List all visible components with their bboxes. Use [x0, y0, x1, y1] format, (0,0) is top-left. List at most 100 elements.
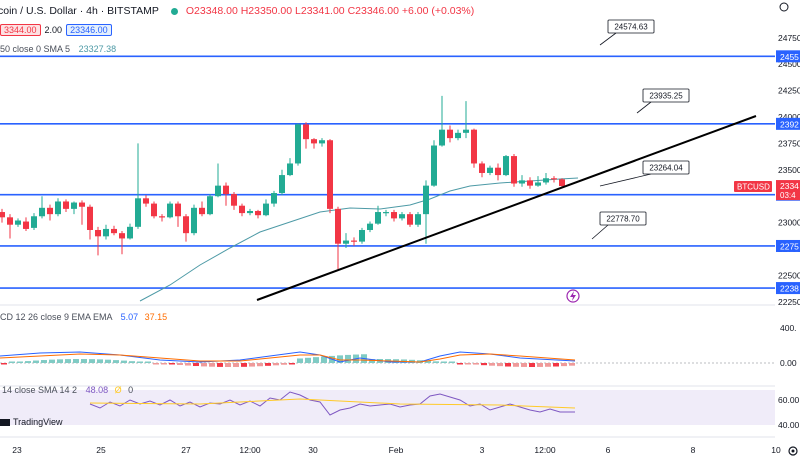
candle-body — [559, 179, 565, 187]
ohlc-values: O23348.00 H23350.00 L23341.00 C23346.00 … — [185, 5, 475, 17]
sell-button[interactable]: 3344.00 — [0, 24, 41, 36]
candle-body — [55, 201, 61, 215]
gear-icon[interactable] — [788, 446, 798, 456]
macd-histogram-bar — [345, 354, 351, 363]
candle-body — [455, 132, 461, 139]
sma-label: 50 close 0 SMA 5 — [0, 44, 71, 54]
candle-body — [223, 185, 229, 195]
candle-body — [535, 182, 541, 186]
scale-icon[interactable] — [779, 2, 789, 12]
level-label-box — [642, 88, 690, 103]
macd-histogram-bar — [233, 363, 239, 367]
candle-body — [111, 228, 117, 234]
trend-line — [256, 115, 757, 301]
macd-histogram-bar — [433, 361, 439, 363]
price-axis-label: 24750 — [778, 33, 800, 43]
candle-body — [263, 203, 269, 216]
macd-histogram-bar — [169, 363, 175, 365]
candle-body — [231, 194, 237, 206]
level-label-text: 23935.25 — [649, 92, 683, 101]
market-status-icon — [170, 7, 178, 15]
time-axis-label: 6 — [606, 445, 611, 455]
sma-line — [139, 177, 579, 302]
candle-body — [167, 203, 173, 218]
macd-histogram-bar — [457, 363, 463, 365]
macd-histogram-bar — [481, 363, 487, 366]
macd-histogram-bar — [25, 361, 31, 363]
macd-histogram-bar — [33, 360, 39, 363]
time-axis-label: 12:00 — [239, 445, 261, 455]
bar-countdown-text: 03:4 — [780, 191, 796, 200]
macd-histogram-bar — [465, 363, 471, 365]
candle-body — [359, 229, 365, 242]
lightning-icon[interactable] — [566, 289, 580, 303]
macd-histogram-bar — [289, 363, 295, 365]
candle-body — [439, 129, 445, 146]
candle-body — [159, 216, 165, 218]
candle-body — [311, 139, 317, 144]
macd-histogram-bar — [217, 363, 223, 367]
candle-body — [471, 129, 477, 164]
level-axis-tag-text: 2392 — [780, 119, 799, 129]
level-label-text: 22778.70 — [606, 215, 640, 224]
macd-histogram-bar — [513, 363, 519, 367]
time-axis-label: 8 — [691, 445, 696, 455]
macd-histogram-bar — [1, 363, 7, 365]
macd-histogram-bar — [281, 363, 287, 365]
tradingview-logo[interactable]: TradingView — [0, 417, 63, 427]
candle-body — [351, 240, 357, 242]
candle-body — [447, 129, 453, 139]
macd-value-1: 5.07 — [120, 312, 139, 322]
candle-body — [319, 140, 325, 144]
macd-histogram-bar — [41, 360, 47, 363]
candle-body — [271, 193, 277, 204]
macd-histogram-bar — [9, 361, 15, 363]
buy-button[interactable]: 23346.00 — [66, 24, 112, 36]
time-axis-label: 23 — [12, 445, 22, 455]
current-price-symbol-tag — [734, 181, 772, 193]
rsi-line — [89, 391, 575, 416]
sma-indicator-label[interactable]: 50 close 0 SMA 5 23327.38 — [0, 44, 116, 54]
macd-histogram-bar — [273, 363, 279, 366]
macd-axis-label: 0.00 — [780, 358, 797, 368]
level-leader-line — [636, 101, 652, 114]
candle-body — [543, 178, 549, 183]
candle-body — [239, 205, 245, 214]
candle-body — [463, 129, 469, 133]
candle-body — [31, 216, 37, 228]
candle-body — [207, 196, 213, 215]
candle-body — [551, 178, 557, 180]
candle-body — [399, 214, 405, 219]
candle-body — [247, 210, 253, 214]
candle-body — [327, 140, 333, 209]
rsi-indicator-label[interactable]: 14 close SMA 14 2 48.08 Ø 0 — [2, 385, 133, 395]
macd-histogram-bar — [473, 363, 479, 365]
candle-body — [391, 212, 397, 219]
candle-body — [295, 124, 301, 164]
level-leader-line — [591, 224, 609, 240]
candle-body — [199, 207, 205, 215]
candle-body — [503, 156, 509, 176]
price-axis-label: 23000 — [778, 218, 800, 228]
brand-name: TradingView — [13, 417, 63, 427]
macd-histogram-bar — [225, 363, 231, 367]
level-leader-line — [599, 32, 617, 46]
macd-histogram-bar — [129, 361, 135, 363]
symbol-header: coin / U.S. Dollar · 4h · BITSTAMP O2334… — [0, 0, 474, 22]
price-axis-label: 24500 — [778, 59, 800, 69]
macd-histogram-bar — [185, 363, 191, 366]
macd-histogram-bar — [553, 363, 559, 367]
level-label-text: 23264.04 — [649, 164, 683, 173]
macd-histogram-bar — [441, 361, 447, 363]
macd-indicator-label[interactable]: CD 12 26 close 9 EMA EMA 5.07 37.15 — [0, 312, 167, 322]
candle-body — [175, 203, 181, 217]
symbol-title[interactable]: coin / U.S. Dollar · 4h · BITSTAMP — [0, 5, 159, 17]
macd-histogram-bar — [425, 360, 431, 363]
macd-histogram-bar — [265, 363, 271, 366]
macd-histogram-bar — [153, 363, 159, 365]
macd-histogram-bar — [89, 359, 95, 363]
price-axis-label: 23500 — [778, 165, 800, 175]
level-axis-tag-text: 2275 — [780, 241, 799, 251]
